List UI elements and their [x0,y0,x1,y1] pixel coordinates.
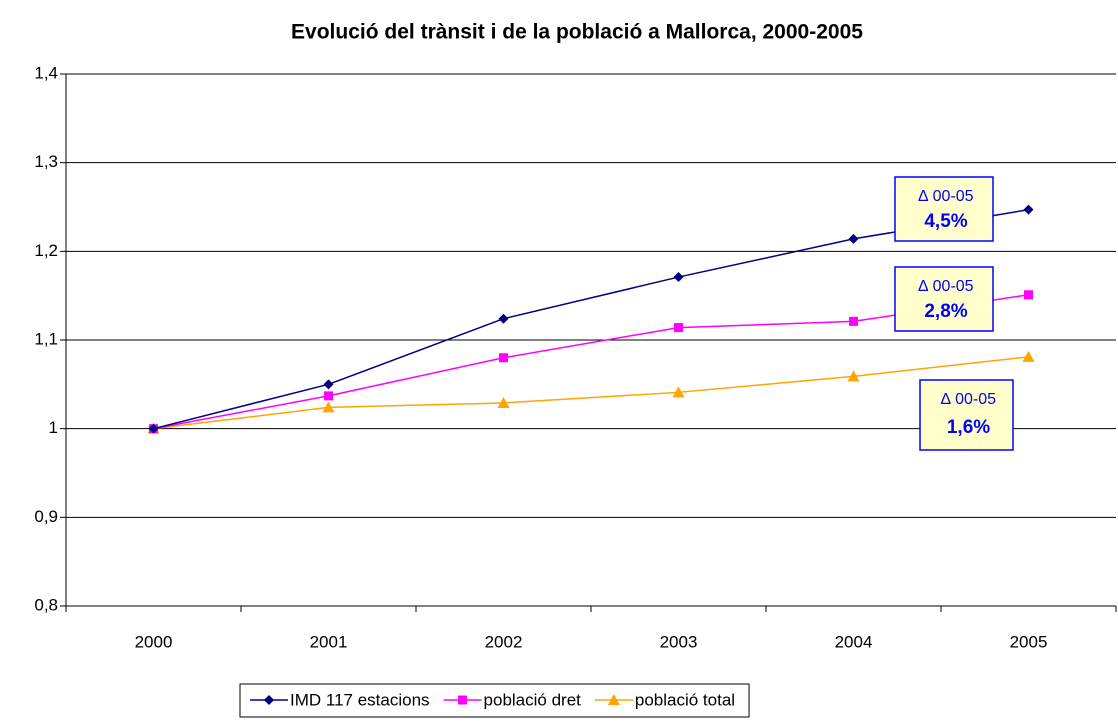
point [264,695,274,705]
point [498,313,509,324]
point [673,272,684,283]
annotation-box [894,176,994,242]
point [458,695,468,705]
y-tick-label: 1,1 [34,329,58,348]
legend: IMD 117 estacions població dret població t… [239,683,750,718]
y-tick-label: 1 [49,418,58,437]
y-tick-label: 1,3 [34,152,58,171]
point [148,423,159,434]
x-tick-label: 2000 [135,632,173,651]
point [322,401,335,413]
point [847,370,860,382]
y-tick-label: 0,8 [34,595,58,614]
point [607,694,620,705]
point [1024,290,1033,300]
series-line [153,294,1029,430]
annotation-label: ∆ 00-05 [918,188,973,205]
point [674,323,683,333]
legend-label: IMD 117 estacions [290,690,430,709]
annotation-value: 4,5% [924,211,967,232]
x-tick-label: 2003 [660,632,698,651]
y-tick-label: 1,4 [34,63,58,82]
annotation-value: 1,6% [947,417,990,438]
y-tick-label: 1,2 [34,241,58,260]
annotation-value: 2,8% [924,301,967,322]
point [497,396,510,408]
series-line [153,208,1029,430]
y-tick-label: 0,9 [34,507,58,526]
x-tick-label: 2005 [1010,632,1048,651]
x-tick-label: 2004 [835,632,873,651]
annotation-label: ∆ 00-05 [941,391,996,408]
point [324,391,333,401]
point [499,353,508,363]
series-line [153,356,1029,430]
legend-box [239,683,750,718]
point [323,379,334,390]
point [1023,204,1034,215]
point [848,233,859,244]
x-tick-label: 2001 [310,632,348,651]
chart-title: Evolució del trànsit i de la població a … [291,21,863,44]
point [849,316,858,326]
point [1022,350,1035,362]
annotation-box [919,379,1014,451]
legend-label: població dret [484,690,582,709]
point [672,386,685,398]
x-tick-label: 2002 [485,632,523,651]
annotation-box [894,266,994,332]
legend-label: població total [635,690,735,709]
annotation-label: ∆ 00-05 [918,278,973,295]
